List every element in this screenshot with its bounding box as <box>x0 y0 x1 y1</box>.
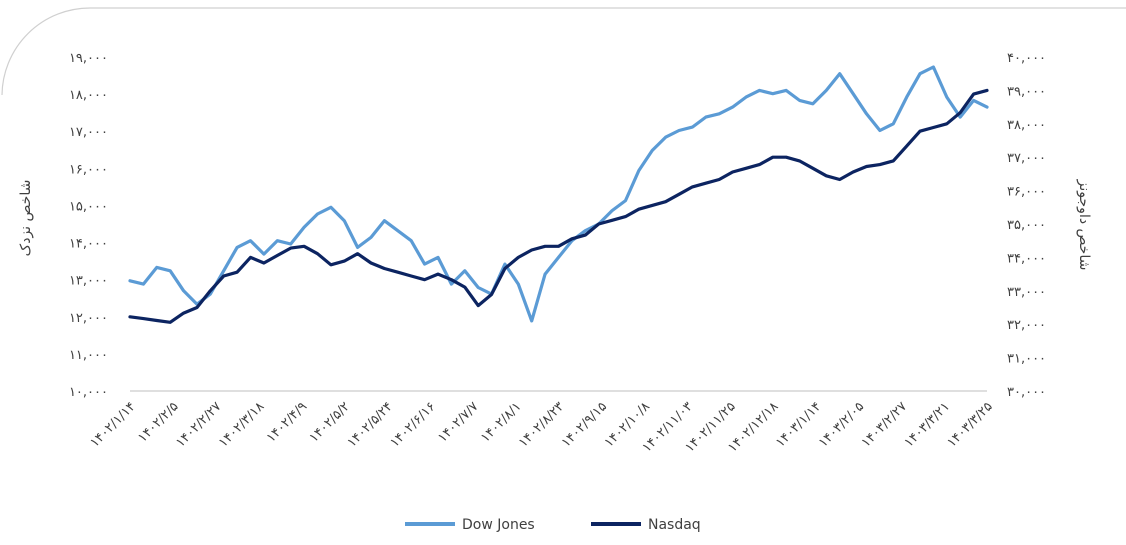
x-tick-label: ۱۴۰۳/۲/۰۵ <box>816 399 867 450</box>
left-tick-label: ۱۰,۰۰۰ <box>69 385 108 400</box>
right-tick-label: ۳۶,۰۰۰ <box>1007 185 1046 200</box>
left-tick-label: ۱۷,۰۰۰ <box>69 125 108 140</box>
right-axis-title: شاخص داوجونز <box>1076 179 1092 271</box>
right-tick-label: ۳۹,۰۰۰ <box>1007 84 1046 99</box>
right-tick-label: ۳۱,۰۰۰ <box>1007 352 1046 367</box>
right-tick-label: ۳۰,۰۰۰ <box>1007 385 1046 400</box>
left-tick-label: ۱۵,۰۰۰ <box>69 199 108 214</box>
card-border <box>1 7 1126 96</box>
x-tick-label: ۱۴۰۲/۴/۹ <box>264 399 310 445</box>
right-tick-label: ۴۰,۰۰۰ <box>1007 51 1046 66</box>
right-tick-label: ۳۸,۰۰۰ <box>1007 118 1046 133</box>
x-tick-label: ۱۴۰۲/۷/۷ <box>435 399 481 445</box>
x-tick-label: ۱۴۰۲/۸/۲۳ <box>516 399 567 450</box>
legend-label-nasdaq: Nasdaq <box>648 517 701 533</box>
x-tick-label: ۱۴۰۳/۳/۲۱ <box>902 399 953 450</box>
series-line-dow-jones <box>128 65 989 323</box>
left-axis-title: شاخص نزدک <box>18 180 34 257</box>
x-tick-label: ۱۴۰۲/۹/۱۵ <box>559 399 610 450</box>
left-tick-label: ۱۱,۰۰۰ <box>69 348 108 363</box>
left-tick-label: ۱۶,۰۰۰ <box>69 162 108 177</box>
right-tick-label: ۳۳,۰۰۰ <box>1007 285 1046 300</box>
series-line-nasdaq <box>128 88 989 324</box>
right-tick-label: ۳۷,۰۰۰ <box>1007 151 1046 166</box>
x-tick-label: ۱۴۰۲/۱/۱۴ <box>87 399 138 450</box>
right-tick-label: ۳۵,۰۰۰ <box>1007 218 1046 233</box>
x-tick-label: ۱۴۰۳/۳/۲۵ <box>944 399 995 450</box>
x-tick-label: ۱۴۰۲/۲/۲۷ <box>173 399 224 450</box>
left-tick-label: ۱۳,۰۰۰ <box>69 274 108 289</box>
left-tick-label: ۱۲,۰۰۰ <box>69 311 108 326</box>
x-tick-label: ۱۴۰۲/۳/۱۸ <box>216 399 267 450</box>
left-tick-label: ۱۹,۰۰۰ <box>69 51 108 66</box>
right-tick-label: ۳۴,۰۰۰ <box>1007 251 1046 266</box>
legend-label-dow-jones: Dow Jones <box>462 517 535 533</box>
right-tick-label: ۳۲,۰۰۰ <box>1007 318 1046 333</box>
x-tick-label: ۱۴۰۲/۵/۲۴ <box>345 399 396 450</box>
left-tick-label: ۱۸,۰۰۰ <box>69 88 108 103</box>
left-tick-label: ۱۴,۰۰۰ <box>69 237 108 252</box>
x-tick-label: ۱۴۰۲/۶/۱۶ <box>387 399 438 450</box>
legend: Dow Jones Nasdaq <box>405 517 701 533</box>
x-tick-label: ۱۴۰۳/۱/۱۴ <box>773 399 824 450</box>
x-tick-label: ۱۴۰۳/۲/۲۷ <box>859 399 910 450</box>
